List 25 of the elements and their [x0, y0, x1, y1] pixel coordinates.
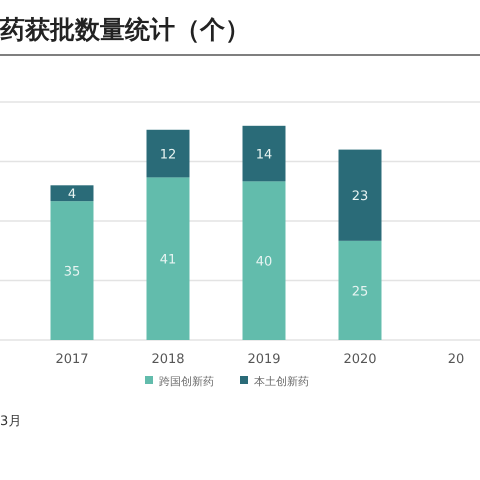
bar: [338, 150, 382, 241]
bar: [50, 185, 94, 202]
bar: [242, 181, 286, 340]
bar: [146, 130, 190, 178]
data-label: 40: [256, 254, 272, 270]
x-tick-label: 2019: [247, 352, 281, 367]
data-label: 23: [352, 189, 368, 204]
data-label: 12: [160, 148, 176, 163]
data-label: 25: [352, 284, 368, 300]
data-label: 35: [64, 264, 80, 280]
bar: [242, 126, 286, 182]
data-label: 14: [256, 148, 272, 163]
bar: [338, 240, 382, 340]
data-label: 41: [160, 252, 176, 268]
chart-title: 药获批数量统计（个）: [0, 15, 250, 44]
bar: [50, 201, 94, 340]
data-label: 4: [68, 187, 76, 202]
legend-label: 跨国创新药: [159, 375, 214, 388]
x-tick-label: 20: [448, 352, 464, 367]
x-tick-label: 2017: [55, 352, 89, 367]
x-tick-label: 2018: [151, 352, 185, 367]
x-tick-label: 2020: [343, 352, 377, 367]
text: 3月: [0, 414, 22, 429]
legend-label: 本土创新药: [254, 375, 309, 388]
bar: [146, 177, 190, 340]
